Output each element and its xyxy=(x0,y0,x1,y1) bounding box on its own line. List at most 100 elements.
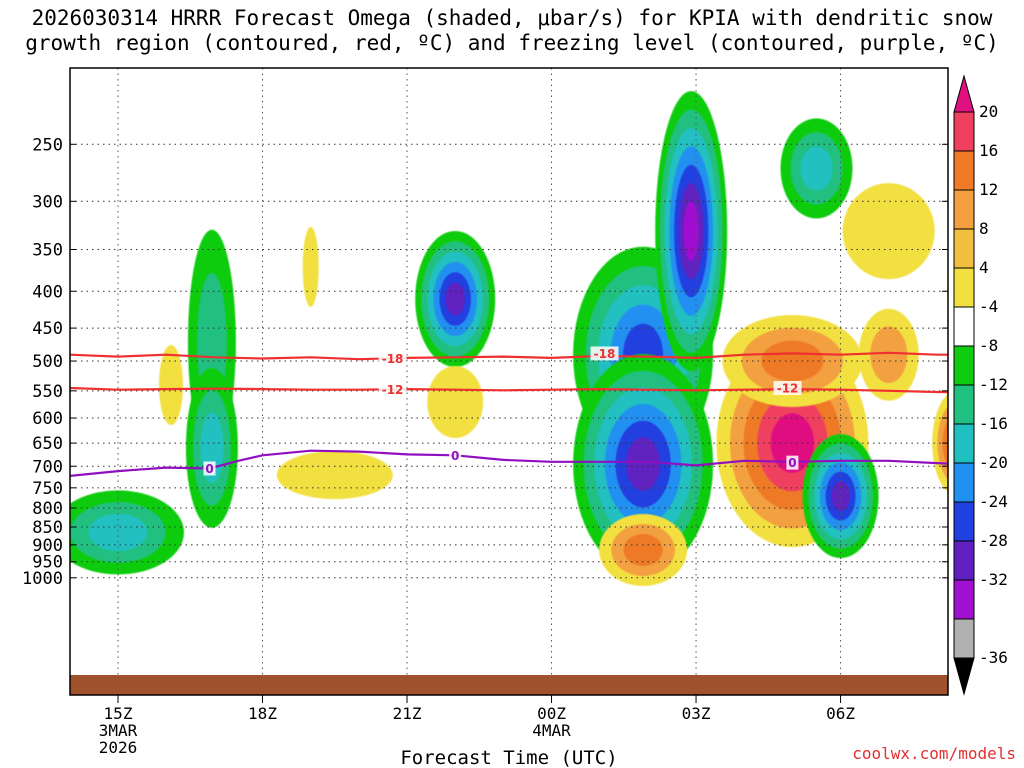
colorbar-tick-label: 20 xyxy=(979,102,998,121)
y-tick-label: 350 xyxy=(32,241,63,261)
y-tick-label: 750 xyxy=(32,479,63,499)
contour-label-bg xyxy=(378,382,407,397)
omega-band xyxy=(831,481,850,512)
omega-band xyxy=(427,366,484,438)
x-tick-label: 21Z xyxy=(393,704,422,723)
plot-frame xyxy=(69,67,949,696)
x-tick-year: 2026 xyxy=(99,738,138,757)
contour-line xyxy=(70,351,948,361)
omega-band xyxy=(623,534,663,566)
colorbar-swatch xyxy=(953,384,975,425)
y-tick-label: 300 xyxy=(32,192,63,212)
grid-lines xyxy=(70,68,948,675)
colorbar-swatch xyxy=(953,423,975,464)
omega-band xyxy=(88,513,148,552)
x-tick-label: 18Z xyxy=(248,704,277,723)
omega-band xyxy=(800,146,833,191)
isotherm-contours xyxy=(70,351,948,477)
contour-line xyxy=(70,386,948,394)
contour-label-bg xyxy=(773,380,802,395)
contour-label-bg xyxy=(590,346,619,361)
colorbar-tick-label: -8 xyxy=(979,336,998,355)
colorbar-tick-label: -36 xyxy=(979,648,1008,667)
contour-line xyxy=(70,449,948,477)
colorbar-tick-label: -12 xyxy=(979,375,1008,394)
colorbar-tick-label: 4 xyxy=(979,258,989,277)
y-tick-label: 400 xyxy=(32,282,63,302)
contour-label: 0 xyxy=(451,449,459,463)
credit-text: coolwx.com/models xyxy=(852,744,1016,763)
chart-title: 2026030314 HRRR Forecast Omega (shaded, … xyxy=(0,6,1024,56)
x-axis-label: Forecast Time (UTC) xyxy=(400,747,617,768)
colorbar-swatch xyxy=(953,306,975,347)
x-tick-date: 4MAR xyxy=(532,721,571,740)
chart-title-line2: growth region (contoured, red, ºC) and f… xyxy=(25,31,999,55)
colorbar: 20 16 12 8 4 -4 -8 -12 -16 -20 -24 -28 -32 -36 xyxy=(953,74,1008,696)
colorbar-swatch xyxy=(953,501,975,542)
y-axis: 2503003504004505005506006507007508008509… xyxy=(22,135,948,589)
x-tick-label: 15Z xyxy=(104,704,133,723)
y-tick-label: 1000 xyxy=(22,569,63,589)
colorbar-tick-label: -4 xyxy=(979,297,998,316)
colorbar-swatch xyxy=(953,228,975,269)
colorbar-swatch xyxy=(953,618,975,659)
colorbar-swatch xyxy=(953,189,975,230)
y-tick-label: 550 xyxy=(32,382,63,402)
omega-band xyxy=(683,201,699,261)
colorbar-swatch xyxy=(953,540,975,581)
x-tick-label: 03Z xyxy=(682,704,711,723)
colorbar-tick-label: -32 xyxy=(979,570,1008,589)
contour-label: 0 xyxy=(788,456,796,470)
omega-shading xyxy=(70,91,948,586)
x-tick-label: 00Z xyxy=(537,704,566,723)
colorbar-tick-label: 12 xyxy=(979,180,998,199)
y-tick-label: 850 xyxy=(32,518,63,538)
colorbar-swatch xyxy=(953,111,975,152)
contour-label: -12 xyxy=(382,383,404,397)
colorbar-tick-label: 8 xyxy=(979,219,989,238)
omega-band xyxy=(159,345,183,426)
y-tick-label: 500 xyxy=(32,352,63,372)
colorbar-swatch xyxy=(953,150,975,191)
contour-label-bg xyxy=(378,351,407,366)
y-tick-label: 600 xyxy=(32,409,63,429)
contour-label-bg xyxy=(203,461,216,476)
contour-label: -18 xyxy=(594,347,616,361)
colorbar-tick-label: 16 xyxy=(979,141,998,160)
x-tick-label: 06Z xyxy=(826,704,855,723)
colorbar-swatch xyxy=(953,345,975,386)
y-tick-label: 250 xyxy=(32,135,63,155)
colorbar-top-triangle xyxy=(953,74,975,113)
contour-label: -12 xyxy=(777,381,799,395)
colorbar-swatch xyxy=(953,267,975,308)
omega-band xyxy=(761,340,824,382)
colorbar-swatch xyxy=(953,579,975,620)
ground-band xyxy=(70,675,948,695)
y-tick-label: 650 xyxy=(32,434,63,454)
contour-labels: -18 -18 -12 -12 0 0 0 xyxy=(203,346,802,476)
contour-label: -18 xyxy=(382,352,404,366)
x-tick-date: 3MAR xyxy=(99,721,138,740)
omega-band xyxy=(626,437,661,491)
omega-band xyxy=(276,451,393,500)
omega-band xyxy=(302,226,319,307)
y-tick-label: 950 xyxy=(32,553,63,573)
colorbar-bottom-triangle xyxy=(953,657,975,696)
y-tick-label: 800 xyxy=(32,499,63,519)
omega-band xyxy=(842,183,935,280)
omega-band xyxy=(445,282,465,316)
omega-band xyxy=(770,413,815,473)
contour-label-bg xyxy=(449,448,462,463)
contour-label: 0 xyxy=(205,462,213,476)
contour-label-bg xyxy=(786,455,799,470)
colorbar-tick-label: -16 xyxy=(979,414,1008,433)
colorbar-swatch xyxy=(953,462,975,503)
y-tick-label: 700 xyxy=(32,457,63,477)
colorbar-tick-label: -20 xyxy=(979,453,1008,472)
colorbar-tick-label: -28 xyxy=(979,531,1008,550)
y-tick-label: 900 xyxy=(32,536,63,556)
omega-band xyxy=(870,326,908,384)
chart-title-line1: 2026030314 HRRR Forecast Omega (shaded, … xyxy=(31,6,993,30)
